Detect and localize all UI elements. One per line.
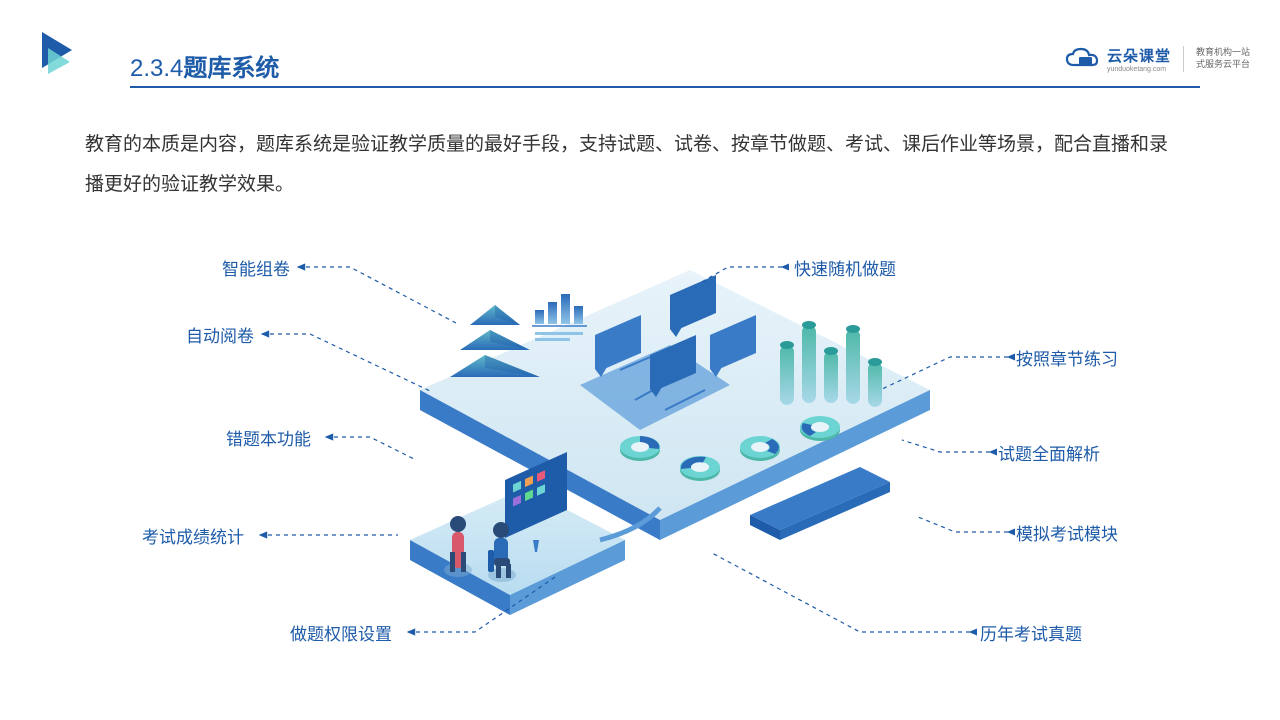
feature-label-wrong-book: 错题本功能 — [226, 425, 311, 450]
feature-label-score-stats: 考试成绩统计 — [142, 523, 244, 548]
cloud-icon — [1065, 47, 1101, 71]
isometric-illustration — [350, 260, 940, 630]
section-number: 2.3.4 — [130, 55, 183, 82]
feature-label-smart-paper: 智能组卷 — [222, 255, 290, 280]
logo-text: 云朵课堂 — [1107, 45, 1171, 66]
feature-label-chapter-practice: 按照章节练习 — [1016, 345, 1118, 370]
logo-url: yunduoketang.com — [1107, 66, 1171, 73]
section-title: 2.3.4题库系统 — [130, 48, 279, 83]
section-description: 教育的本质是内容，题库系统是验证教学质量的最好手段，支持试题、试卷、按章节做题、… — [85, 125, 1185, 205]
brand-logo: 云朵课堂 yunduoketang.com 教育机构一站 式服务云平台 — [1065, 45, 1250, 73]
play-arrow-icon — [40, 30, 80, 80]
title-underline — [130, 86, 1200, 88]
feature-label-past-exam: 历年考试真题 — [980, 620, 1082, 645]
feature-label-quick-random: 快速随机做题 — [794, 255, 896, 280]
feature-label-full-analysis: 试题全面解析 — [998, 440, 1100, 465]
section-name: 题库系统 — [183, 55, 279, 82]
mini-bars-icon — [532, 294, 587, 341]
feature-label-permission: 做题权限设置 — [290, 620, 392, 645]
feature-label-auto-grade: 自动阅卷 — [186, 322, 254, 347]
feature-diagram: 智能组卷 自动阅卷 错题本功能 考试成绩统计 做题权限设置 快速随机做题 按照章… — [0, 215, 1280, 695]
feature-label-mock-exam: 模拟考试模块 — [1016, 520, 1118, 545]
logo-tagline: 教育机构一站 式服务云平台 — [1196, 47, 1250, 70]
slide-header: 2.3.4题库系统 云朵课堂 yunduoketang.com 教育机构一站 式… — [0, 30, 1280, 90]
logo-divider — [1183, 46, 1184, 72]
